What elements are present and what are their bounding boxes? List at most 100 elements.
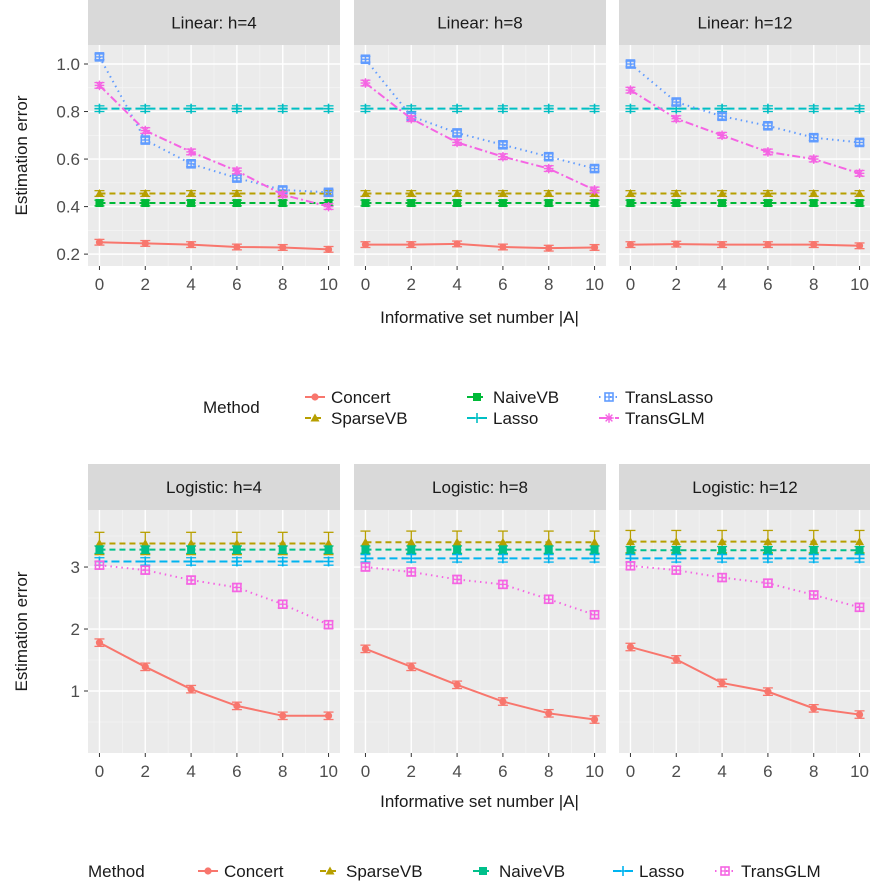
data-point-transglm xyxy=(94,80,105,91)
legend-logistic: Method Concert SparseVB NaiveVB Lasso TransGL… xyxy=(88,862,821,881)
data-point-naivevb-square xyxy=(855,199,864,208)
x-tick-label: 2 xyxy=(407,762,416,781)
data-point-sparsevb-triangle xyxy=(452,189,462,198)
data-point-naivevb xyxy=(361,199,370,208)
x-axis-title: Informative set number |A| xyxy=(380,792,579,811)
data-point-naivevb xyxy=(855,199,864,208)
data-point-lasso xyxy=(140,556,151,567)
data-point-translasso xyxy=(498,140,508,150)
data-point-sparsevb xyxy=(809,189,819,198)
series-line xyxy=(99,241,329,251)
data-point-translasso xyxy=(671,97,682,107)
data-point-sparsevb xyxy=(855,537,865,546)
data-point-sparsevb-triangle xyxy=(278,538,288,547)
y-tick-label: 0.4 xyxy=(56,198,80,217)
data-point-concert-dot xyxy=(187,241,195,249)
data-point-concert-dot xyxy=(187,685,195,693)
x-tick-label: 10 xyxy=(585,762,604,781)
data-point-naivevb-square xyxy=(278,199,287,208)
series-line xyxy=(630,243,860,247)
data-point-concert-dot xyxy=(453,240,461,248)
data-point-lasso xyxy=(589,553,600,564)
data-point-transglm xyxy=(854,602,865,613)
data-point-naivevb xyxy=(626,546,635,555)
data-point-concert xyxy=(95,639,104,647)
data-point-translasso xyxy=(94,52,105,62)
data-point-lasso xyxy=(543,103,554,114)
x-tick-label: 0 xyxy=(95,762,104,781)
legend-label: SparseVB xyxy=(331,409,408,428)
data-point-sparsevb xyxy=(360,537,370,546)
data-point-concert xyxy=(324,245,333,253)
data-point-transglm-ray xyxy=(544,164,553,173)
data-point-transglm xyxy=(808,154,819,164)
series-translasso xyxy=(625,59,865,148)
data-point-naivevb-square xyxy=(498,545,507,554)
data-point-lasso xyxy=(543,553,554,564)
panel-background xyxy=(619,45,870,266)
data-point-naivevb-square xyxy=(187,199,196,208)
data-point-naivevb-square xyxy=(809,546,818,555)
data-point-sparsevb xyxy=(232,538,242,547)
x-tick-label: 2 xyxy=(141,762,150,781)
legend-key-concert xyxy=(204,867,212,875)
facet-strip-label: Linear: h=8 xyxy=(437,14,523,33)
data-point-concert xyxy=(499,243,507,251)
data-point-naivevb-square xyxy=(95,199,104,208)
data-point-naivevb xyxy=(453,545,462,554)
data-point-sparsevb xyxy=(140,189,150,198)
data-point-sparsevb xyxy=(498,537,508,546)
data-point-lasso xyxy=(625,103,636,114)
data-point-concert xyxy=(141,663,149,671)
data-point-sparsevb xyxy=(809,537,819,546)
legend-label: Concert xyxy=(331,388,391,407)
data-point-naivevb xyxy=(809,546,818,555)
x-tick-label: 0 xyxy=(95,275,104,294)
x-tick-label: 6 xyxy=(763,275,772,294)
data-point-sparsevb-triangle xyxy=(406,189,416,198)
y-axis-title: Estimation error xyxy=(12,571,31,691)
data-point-naivevb-square xyxy=(672,199,681,208)
data-point-concert-dot xyxy=(718,679,726,687)
data-point-sparsevb xyxy=(763,189,773,198)
data-point-transglm-ray xyxy=(141,126,150,135)
data-point-concert-dot xyxy=(626,241,635,249)
x-tick-label: 2 xyxy=(407,275,416,294)
data-point-concert xyxy=(545,244,553,252)
data-point-concert-dot xyxy=(324,245,333,253)
data-point-lasso xyxy=(497,103,508,114)
series-concert xyxy=(625,240,865,250)
data-point-concert xyxy=(324,712,333,720)
y-tick-label: 3 xyxy=(71,558,80,577)
data-point-transglm xyxy=(232,582,242,593)
legend-key-sparsevb-triangle xyxy=(325,866,335,875)
data-point-sparsevb-triangle xyxy=(763,189,773,198)
data-point-concert-dot xyxy=(95,238,104,246)
data-point-naivevb-square xyxy=(232,545,241,554)
data-point-sparsevb-triangle xyxy=(94,189,104,198)
facet-strip-label: Linear: h=4 xyxy=(171,14,257,33)
data-point-sparsevb-triangle xyxy=(671,537,681,546)
data-point-sparsevb xyxy=(360,189,370,198)
data-point-transglm xyxy=(671,565,682,575)
data-point-concert xyxy=(95,238,104,246)
facet-strip-label: Logistic: h=8 xyxy=(432,478,528,497)
x-tick-label: 4 xyxy=(452,762,461,781)
data-point-sparsevb-triangle xyxy=(671,189,681,198)
data-point-sparsevb xyxy=(186,189,196,198)
data-point-naivevb-square xyxy=(141,545,150,554)
data-point-sparsevb xyxy=(625,537,635,546)
data-point-lasso xyxy=(140,103,151,114)
data-point-naivevb xyxy=(809,199,818,208)
series-line xyxy=(630,564,860,609)
x-tick-label: 8 xyxy=(544,762,553,781)
data-point-naivevb-square xyxy=(809,199,818,208)
legend-title: Method xyxy=(88,862,145,881)
data-point-transglm xyxy=(232,166,242,176)
data-point-transglm xyxy=(323,619,334,630)
data-point-sparsevb-triangle xyxy=(717,189,727,198)
data-point-translasso xyxy=(763,120,773,131)
data-point-transglm xyxy=(717,130,727,141)
data-point-lasso xyxy=(360,103,371,114)
